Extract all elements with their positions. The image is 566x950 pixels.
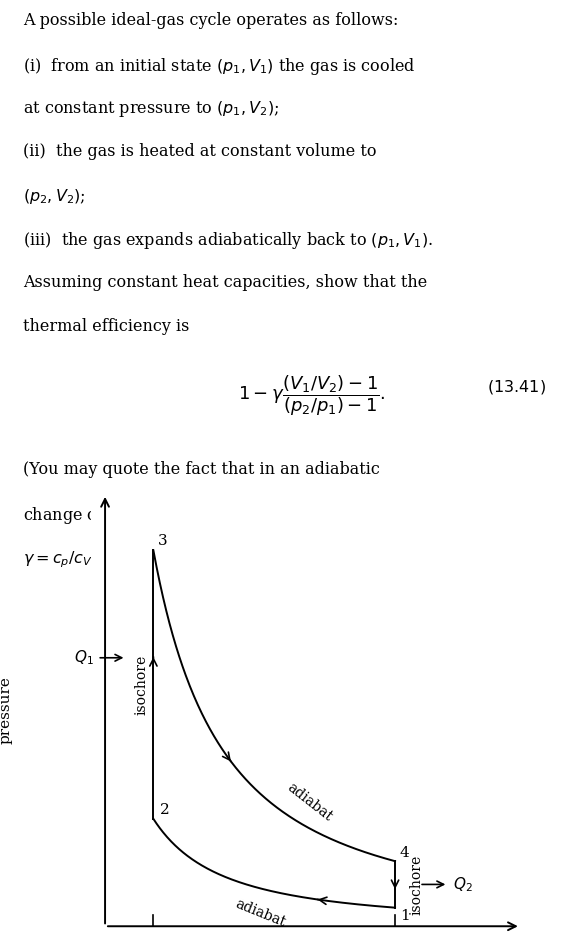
Text: $V_1=V_4$: $V_1=V_4$ — [367, 948, 423, 950]
Text: change of an ideal gas, $pV^{\gamma}$ stays constant, where: change of an ideal gas, $pV^{\gamma}$ st… — [23, 505, 427, 526]
Text: 2: 2 — [160, 803, 170, 817]
Text: adiabat: adiabat — [284, 780, 335, 824]
Text: 1: 1 — [400, 908, 410, 922]
Text: adiabat: adiabat — [233, 896, 288, 929]
Text: $1 - \gamma\dfrac{(V_1/V_2) - 1}{(p_2/p_1) - 1}.$: $1 - \gamma\dfrac{(V_1/V_2) - 1}{(p_2/p_… — [238, 373, 385, 418]
Text: $(p_2, V_2)$;: $(p_2, V_2)$; — [23, 186, 85, 205]
Text: $(13.41)$: $(13.41)$ — [487, 378, 546, 396]
Text: A possible ideal-gas cycle operates as follows:: A possible ideal-gas cycle operates as f… — [23, 12, 398, 28]
Text: isochore: isochore — [135, 655, 149, 714]
Text: $Q_2$: $Q_2$ — [453, 875, 473, 894]
Text: pressure: pressure — [0, 676, 12, 744]
Text: $V_2=V_3$: $V_2=V_3$ — [126, 948, 181, 950]
Text: (ii)  the gas is heated at constant volume to: (ii) the gas is heated at constant volum… — [23, 143, 376, 160]
Text: Assuming constant heat capacities, show that the: Assuming constant heat capacities, show … — [23, 275, 427, 291]
Text: thermal efficiency is: thermal efficiency is — [23, 317, 189, 334]
Text: 3: 3 — [158, 534, 168, 547]
Text: (i)  from an initial state $(p_1, V_1)$ the gas is cooled: (i) from an initial state $(p_1, V_1)$ t… — [23, 56, 415, 77]
Text: 4: 4 — [400, 846, 410, 861]
Text: (iii)  the gas expands adiabatically back to $(p_1, V_1)$.: (iii) the gas expands adiabatically back… — [23, 231, 433, 252]
Text: $\gamma = c_p/c_V$.): $\gamma = c_p/c_V$.) — [23, 549, 102, 570]
Text: isochore: isochore — [409, 854, 423, 915]
Text: at constant pressure to $(p_1, V_2)$;: at constant pressure to $(p_1, V_2)$; — [23, 100, 279, 120]
Text: $Q_1$: $Q_1$ — [74, 649, 93, 667]
Text: (You may quote the fact that in an adiabatic: (You may quote the fact that in an adiab… — [23, 462, 380, 478]
